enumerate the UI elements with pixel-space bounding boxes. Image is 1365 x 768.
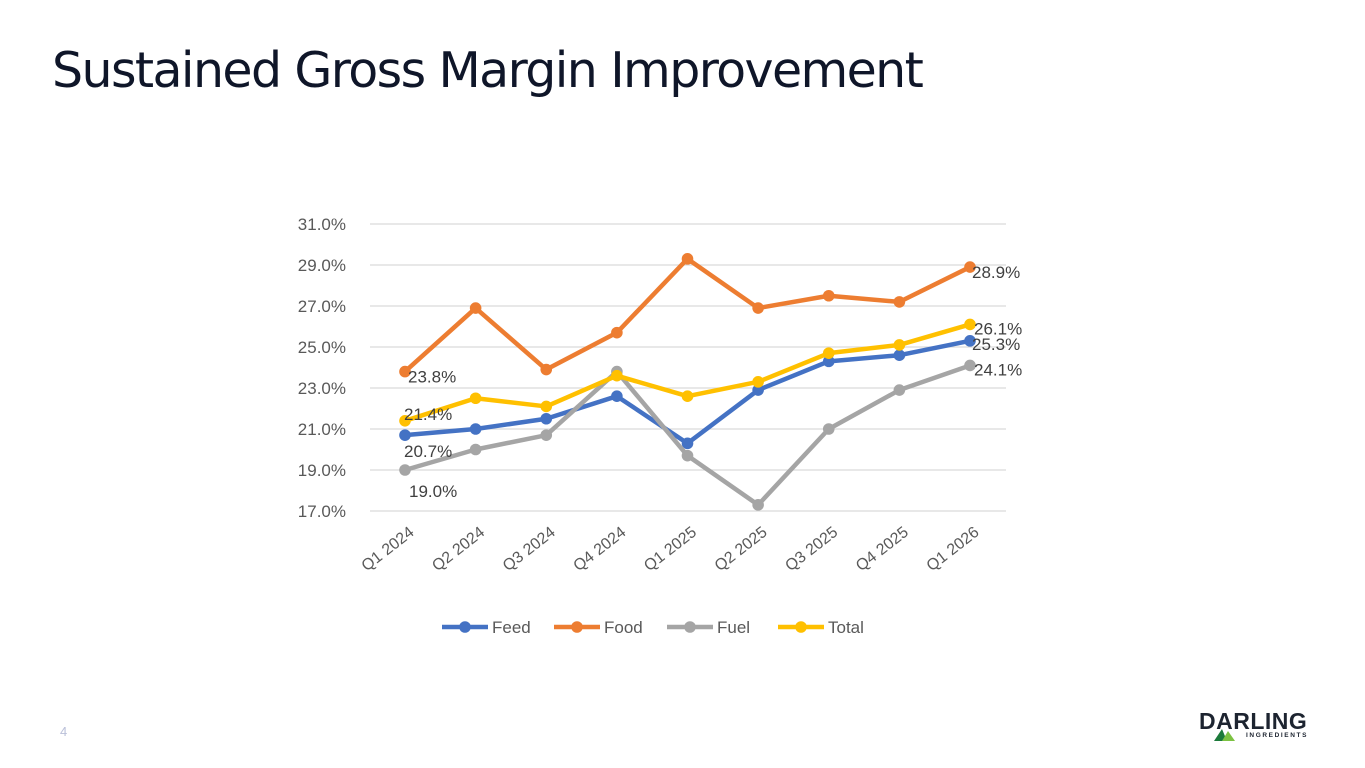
y-tick-label: 23.0% bbox=[298, 379, 346, 398]
series-line bbox=[402, 322, 973, 424]
chart-legend: Feed Food Fuel Total bbox=[442, 618, 864, 637]
legend-swatch-marker bbox=[684, 621, 696, 633]
x-axis-ticks: Q1 2024 Q2 2024 Q3 2024 Q4 2024 Q1 2025 Q2 20… bbox=[359, 524, 983, 575]
data-label: 21.4% bbox=[404, 405, 452, 424]
x-tick-label: Q3 2024 bbox=[500, 524, 559, 575]
data-point bbox=[681, 253, 694, 265]
x-tick-label: Q1 2024 bbox=[359, 524, 418, 575]
data-point bbox=[611, 369, 623, 382]
data-label: 23.8% bbox=[408, 368, 456, 387]
legend-label: Fuel bbox=[717, 618, 750, 637]
data-point bbox=[611, 326, 623, 339]
data-point bbox=[964, 261, 976, 273]
legend-swatch-marker bbox=[459, 621, 471, 633]
data-point bbox=[469, 302, 482, 314]
data-point bbox=[752, 302, 764, 314]
x-tick-label: Q1 2025 bbox=[641, 524, 700, 575]
logo-triangle-icon bbox=[1214, 729, 1235, 741]
data-point bbox=[611, 390, 623, 403]
legend-swatch-marker bbox=[571, 621, 583, 633]
y-tick-label: 25.0% bbox=[298, 338, 346, 357]
data-point bbox=[964, 335, 976, 347]
series-food bbox=[399, 253, 976, 378]
data-point bbox=[822, 347, 835, 359]
chart-gridlines bbox=[370, 223, 1006, 512]
legend-item-total: Total bbox=[778, 618, 864, 637]
y-tick-label: 19.0% bbox=[298, 461, 346, 480]
x-tick-label: Q1 2026 bbox=[924, 524, 983, 575]
data-point bbox=[469, 443, 482, 456]
data-point bbox=[469, 392, 482, 405]
data-point bbox=[893, 339, 906, 351]
legend-item-fuel: Fuel bbox=[667, 618, 750, 637]
x-tick-label: Q2 2024 bbox=[429, 524, 488, 575]
logo-wordmark: DARLING bbox=[1199, 708, 1308, 734]
data-point bbox=[469, 423, 482, 435]
data-point bbox=[822, 355, 835, 368]
data-point bbox=[399, 429, 411, 441]
page-number: 4 bbox=[60, 724, 68, 739]
y-axis-ticks: 17.0% 19.0% 21.0% 23.0% 25.0% 27.0% 29.0% 31.0% bbox=[298, 215, 346, 521]
data-point bbox=[399, 464, 411, 476]
data-point bbox=[681, 437, 694, 450]
data-point bbox=[399, 415, 411, 427]
data-point bbox=[681, 449, 694, 462]
series-fuel bbox=[399, 359, 976, 511]
series-total bbox=[399, 318, 976, 427]
series-line bbox=[402, 363, 973, 508]
data-label: 25.3% bbox=[972, 335, 1020, 354]
data-point bbox=[681, 390, 694, 403]
x-tick-label: Q2 2025 bbox=[712, 524, 771, 575]
data-point bbox=[540, 363, 553, 376]
y-tick-label: 27.0% bbox=[298, 297, 346, 316]
x-tick-label: Q4 2024 bbox=[570, 524, 629, 575]
legend-swatch-marker bbox=[795, 621, 807, 633]
data-point bbox=[964, 318, 976, 331]
legend-item-feed: Feed bbox=[442, 618, 531, 637]
data-label: 20.7% bbox=[404, 442, 452, 461]
x-tick-label: Q4 2025 bbox=[853, 524, 912, 575]
data-point bbox=[893, 384, 906, 396]
data-point bbox=[752, 384, 764, 396]
legend-label: Feed bbox=[492, 618, 531, 637]
data-point bbox=[540, 412, 553, 425]
legend-label: Food bbox=[604, 618, 643, 637]
data-point bbox=[752, 499, 764, 511]
y-tick-label: 29.0% bbox=[298, 256, 346, 275]
data-label: 26.1% bbox=[974, 319, 1022, 338]
data-point bbox=[893, 349, 906, 362]
data-point bbox=[540, 400, 553, 413]
data-point bbox=[540, 429, 553, 441]
data-point bbox=[822, 423, 835, 435]
chart-series bbox=[399, 253, 976, 511]
data-labels: 23.8% 21.4% 20.7% 19.0% 28.9% 26.1%25.3% 24.1% bbox=[404, 263, 1022, 501]
data-point bbox=[752, 376, 764, 388]
data-label: 28.9% bbox=[972, 263, 1020, 282]
y-tick-label: 31.0% bbox=[298, 215, 346, 234]
data-point bbox=[822, 289, 835, 302]
y-tick-label: 17.0% bbox=[298, 502, 346, 521]
darling-ingredients-logo: DARLING INGREDIENTS bbox=[1196, 708, 1312, 744]
page-title: Sustained Gross Margin Improvement bbox=[52, 42, 924, 99]
data-point bbox=[399, 365, 411, 378]
data-label: 19.0% bbox=[409, 482, 457, 501]
data-label: 24.1% bbox=[974, 360, 1022, 379]
y-tick-label: 21.0% bbox=[298, 420, 346, 439]
data-point bbox=[964, 359, 976, 372]
series-feed bbox=[399, 335, 976, 450]
x-tick-label: Q3 2025 bbox=[782, 524, 841, 575]
legend-label: Total bbox=[828, 618, 864, 637]
data-point bbox=[893, 296, 906, 308]
logo-tagline: INGREDIENTS bbox=[1246, 732, 1309, 739]
legend-item-food: Food bbox=[554, 618, 643, 637]
